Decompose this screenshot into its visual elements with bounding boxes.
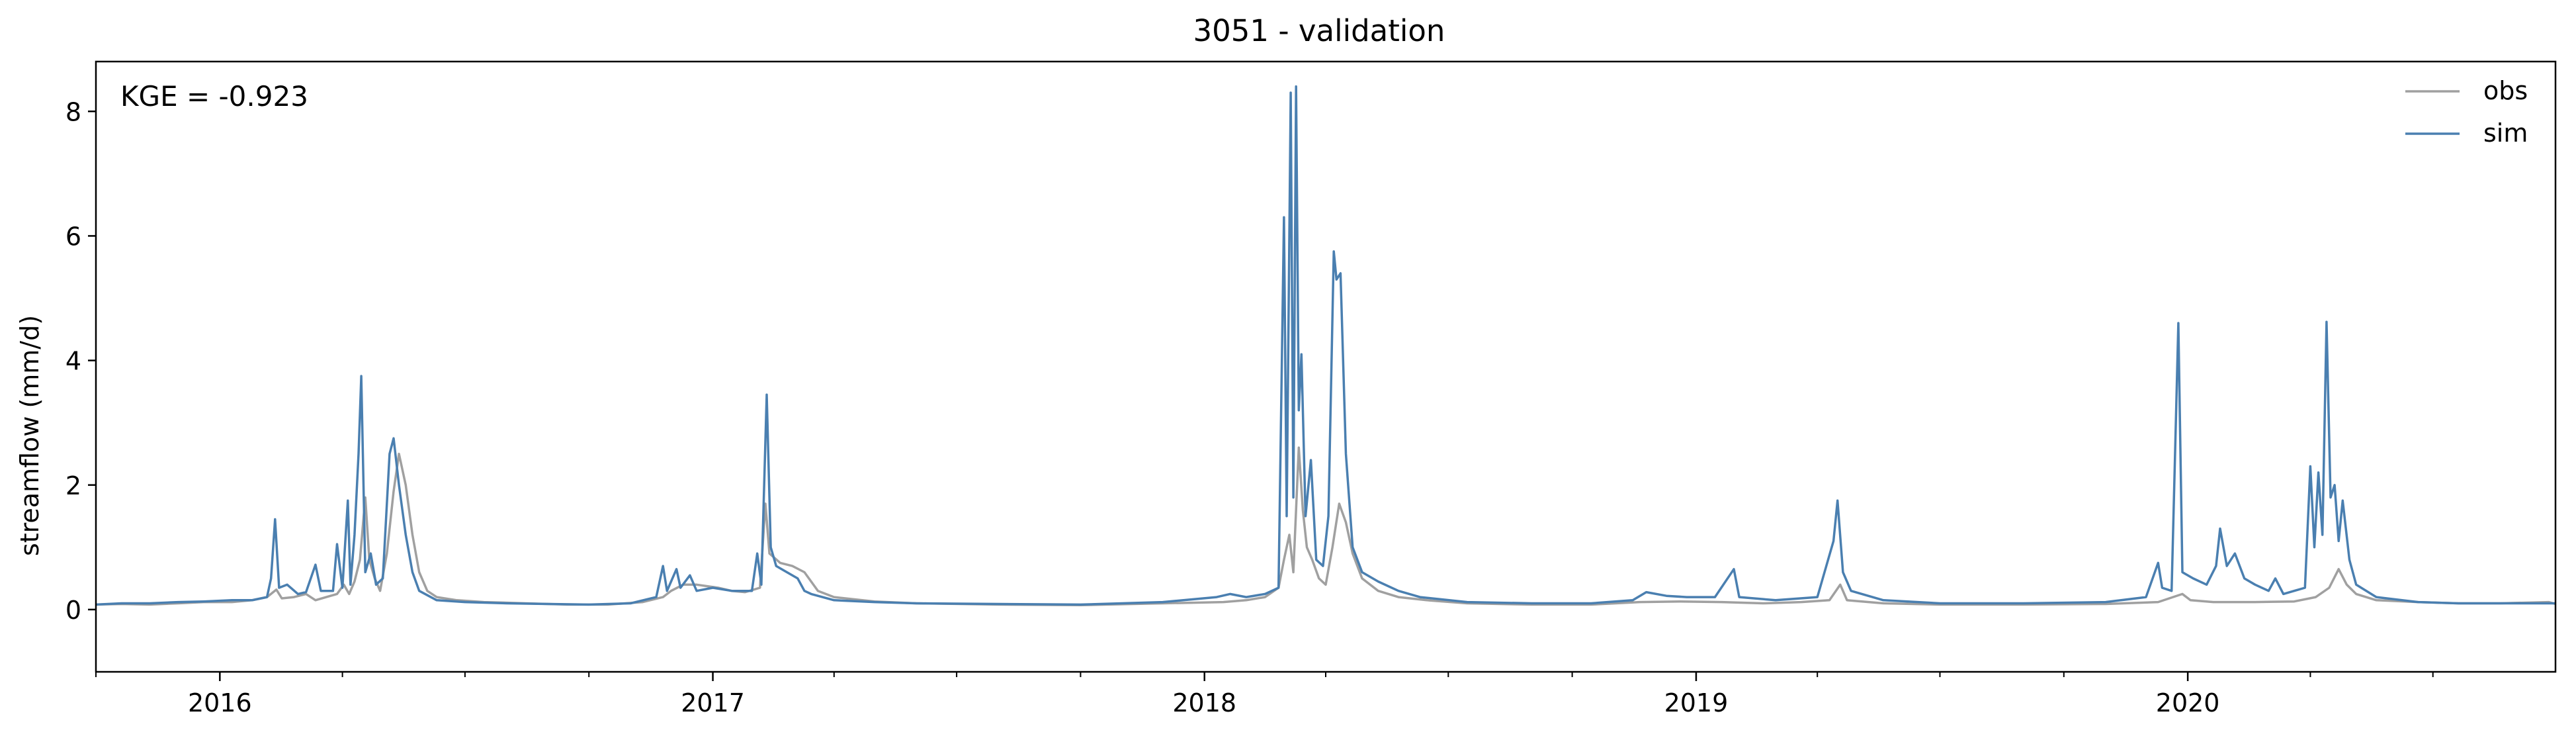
- legend-label-obs: obs: [2483, 76, 2528, 105]
- x-tick-label: 2020: [2156, 688, 2220, 717]
- y-ticks: 0 2 4 6 8: [65, 97, 96, 625]
- x-tick-label: 2017: [681, 688, 745, 717]
- x-ticks: 2016 2017 2018 2019 2020: [95, 672, 2434, 717]
- chart-title: 3051 - validation: [1193, 13, 1445, 48]
- series-layer: [95, 85, 2556, 607]
- plot-frame: [95, 60, 2557, 673]
- series-line-sim: [95, 85, 2555, 606]
- x-tick-label: 2019: [1664, 688, 1729, 717]
- x-tick-label: 2016: [188, 688, 252, 717]
- y-tick-label: 4: [65, 347, 81, 376]
- y-tick-label: 0: [65, 596, 81, 625]
- x-tick-label: 2018: [1172, 688, 1236, 717]
- y-tick-label: 2: [65, 471, 81, 500]
- kge-annotation: KGE = -0.923: [120, 80, 308, 113]
- legend: obs sim: [2405, 76, 2528, 148]
- series-line-obs: [95, 446, 2556, 607]
- legend-label-sim: sim: [2483, 118, 2528, 148]
- y-tick-label: 6: [65, 222, 81, 251]
- y-tick-label: 8: [65, 97, 81, 126]
- y-axis-label: streamflow (mm/d): [15, 315, 44, 556]
